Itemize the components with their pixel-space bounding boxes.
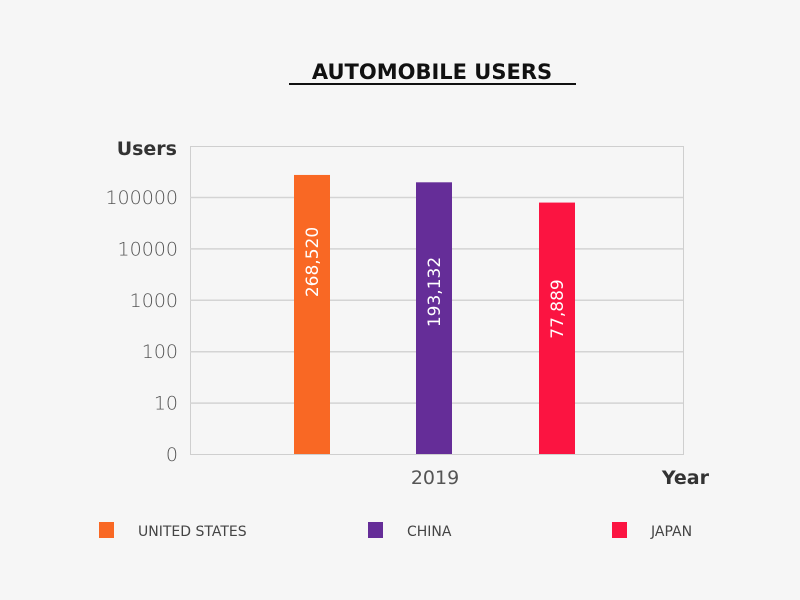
y-axis-ticks: 0 10 100 1000 10000 100000 (105, 187, 178, 466)
bar-value-label: 193,132 (425, 257, 445, 327)
bar-value-label: 77,889 (548, 279, 568, 338)
y-tick-label: 100 (142, 341, 178, 363)
bar-china (416, 182, 452, 454)
legend: UNITED STATES CHINA JAPAN (99, 522, 692, 540)
y-tick-label: 10 (154, 393, 178, 415)
x-axis-title: Year (661, 467, 710, 489)
legend-swatch (99, 522, 114, 538)
legend-swatch (612, 522, 627, 538)
y-tick-label: 10000 (118, 238, 178, 260)
y-axis-title: Users (117, 138, 177, 160)
legend-label: CHINA (407, 524, 452, 540)
chart-title: AUTOMOBILE USERS (312, 60, 552, 84)
y-tick-label: 100000 (105, 187, 178, 209)
legend-label: JAPAN (650, 524, 692, 540)
y-tick-label: 0 (166, 444, 178, 466)
bars: 268,520 193,132 77,889 (294, 174, 575, 454)
legend-label: UNITED STATES (138, 524, 247, 540)
legend-swatch (368, 522, 383, 538)
x-category-label: 2019 (411, 467, 459, 489)
bar-japan (539, 202, 575, 454)
y-tick-label: 1000 (130, 290, 178, 312)
bar-value-label: 268,520 (303, 227, 323, 297)
bar-united-states (294, 174, 330, 454)
